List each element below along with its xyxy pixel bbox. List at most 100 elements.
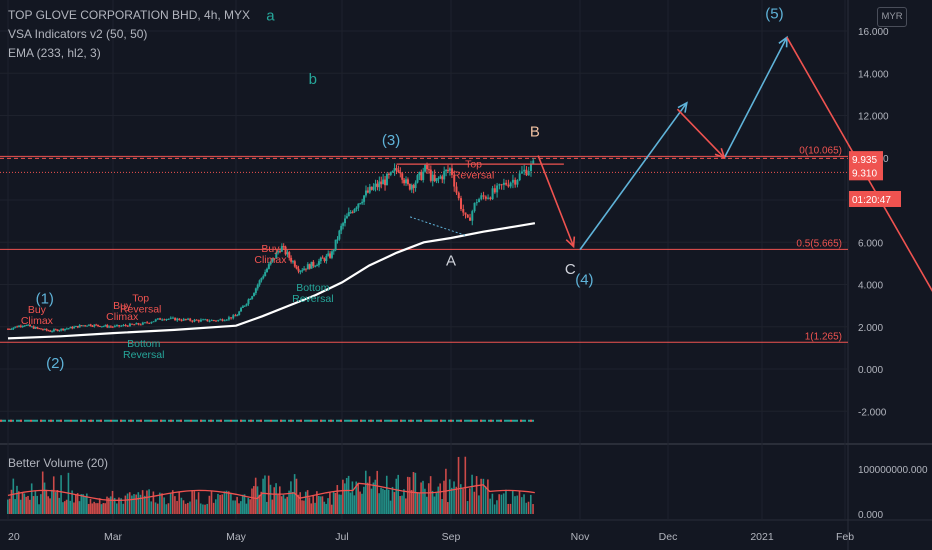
candle-body bbox=[56, 329, 59, 331]
candle-body bbox=[340, 225, 343, 231]
volume-bar bbox=[431, 490, 434, 514]
time-tick-label: May bbox=[226, 531, 247, 543]
volume-bar bbox=[249, 499, 251, 514]
candle-body bbox=[395, 168, 398, 171]
volume-bar bbox=[113, 497, 116, 514]
candle-body bbox=[357, 203, 360, 208]
currency-button[interactable]: MYR bbox=[877, 7, 907, 27]
volume-bar bbox=[380, 487, 382, 514]
candle-body bbox=[267, 264, 270, 269]
candle-body bbox=[27, 324, 30, 326]
candle-body bbox=[238, 311, 241, 316]
candle-body bbox=[62, 328, 65, 331]
volume-bar bbox=[14, 499, 16, 514]
candle-body bbox=[447, 169, 450, 171]
volume-bar bbox=[349, 492, 352, 514]
volume-bar bbox=[391, 486, 394, 514]
volume-bar bbox=[532, 504, 534, 514]
volume-bar bbox=[469, 488, 471, 514]
volume-bar bbox=[363, 486, 365, 514]
candle-body bbox=[19, 325, 22, 327]
volume-bar bbox=[76, 493, 79, 514]
volume-bar bbox=[424, 488, 426, 514]
volume-bar bbox=[420, 482, 422, 514]
volume-bar bbox=[410, 489, 413, 514]
volume-bar bbox=[124, 495, 127, 514]
candle-body bbox=[97, 324, 100, 326]
candle-body bbox=[8, 328, 11, 330]
candle-body bbox=[286, 252, 289, 255]
volume-bar bbox=[206, 503, 209, 514]
candle-body bbox=[69, 326, 72, 329]
candle-body bbox=[32, 326, 35, 329]
volume-bar bbox=[518, 491, 521, 514]
volume-bar bbox=[154, 502, 157, 514]
candle-body bbox=[330, 251, 333, 258]
volume-bar bbox=[447, 502, 449, 514]
wave-projections bbox=[396, 35, 932, 292]
volume-bar bbox=[202, 504, 204, 514]
candle-body bbox=[475, 202, 478, 204]
candle-body bbox=[128, 323, 131, 327]
candle-body bbox=[473, 202, 476, 212]
volume-bar bbox=[277, 494, 279, 514]
candle-body bbox=[98, 325, 101, 327]
volume-bar bbox=[443, 480, 445, 514]
candle-body bbox=[310, 261, 313, 269]
volume-bar bbox=[462, 488, 464, 514]
volume-bar bbox=[290, 481, 292, 514]
chart-annotations: (1)(2)(3)(4)(5)ABCabBuyClimaxBuyClimaxTo… bbox=[21, 5, 784, 372]
volume-bar bbox=[271, 499, 274, 514]
candle-body bbox=[178, 318, 181, 321]
volume-bar bbox=[306, 490, 309, 514]
candle-body bbox=[277, 251, 280, 253]
candle-body bbox=[448, 168, 451, 171]
volume-bar bbox=[128, 492, 131, 514]
candle-body bbox=[329, 253, 332, 258]
volume-bar bbox=[254, 477, 257, 514]
volume-indicator-label[interactable]: Better Volume (20) bbox=[8, 456, 109, 470]
volume-bar bbox=[496, 500, 498, 514]
candle-body bbox=[374, 183, 377, 187]
time-axis[interactable]: 20 Mar May Jul Sep Nov Dec 2021 Feb bbox=[8, 531, 854, 543]
volume-bar bbox=[52, 476, 55, 514]
volume-bar bbox=[464, 456, 467, 514]
volume-bar bbox=[40, 494, 42, 514]
time-tick-label: 2021 bbox=[750, 531, 774, 543]
candle-body bbox=[491, 188, 494, 200]
price-axis[interactable]: 16.00014.00012.00010.0008.0006.0004.0002… bbox=[849, 27, 928, 521]
candle-body bbox=[16, 326, 19, 328]
volume-bar bbox=[238, 503, 240, 514]
volume-bar bbox=[304, 491, 307, 514]
candle-body bbox=[104, 325, 107, 327]
candle-body bbox=[511, 179, 514, 183]
volume-bar bbox=[347, 475, 350, 514]
volume-bar bbox=[361, 493, 363, 514]
volume-bar bbox=[41, 471, 44, 514]
volume-bar bbox=[484, 486, 487, 514]
volume-bar bbox=[108, 497, 110, 514]
candle-body bbox=[280, 246, 283, 252]
volume-bars bbox=[7, 456, 535, 514]
candle-body bbox=[343, 218, 346, 224]
volume-bar bbox=[471, 474, 473, 514]
volume-bar bbox=[241, 494, 244, 514]
volume-bar bbox=[184, 503, 187, 514]
wave-label: (5) bbox=[765, 5, 783, 22]
volume-bar bbox=[459, 484, 462, 514]
candle-body bbox=[191, 320, 194, 322]
indicator-ema[interactable]: EMA (233, hl2, 3) bbox=[8, 46, 101, 60]
wave-label: (4) bbox=[575, 272, 593, 289]
candle-body bbox=[258, 280, 261, 285]
candle-body bbox=[435, 178, 438, 182]
candle-body bbox=[236, 315, 239, 317]
volume-bar bbox=[457, 456, 460, 514]
candle-body bbox=[387, 173, 390, 175]
volume-bar bbox=[258, 494, 261, 514]
candle-body bbox=[399, 172, 402, 174]
volume-bar bbox=[498, 494, 500, 514]
indicator-vsa[interactable]: VSA Indicators v2 (50, 50) bbox=[8, 27, 148, 41]
volume-bar bbox=[435, 493, 438, 514]
candle-body bbox=[187, 318, 190, 320]
